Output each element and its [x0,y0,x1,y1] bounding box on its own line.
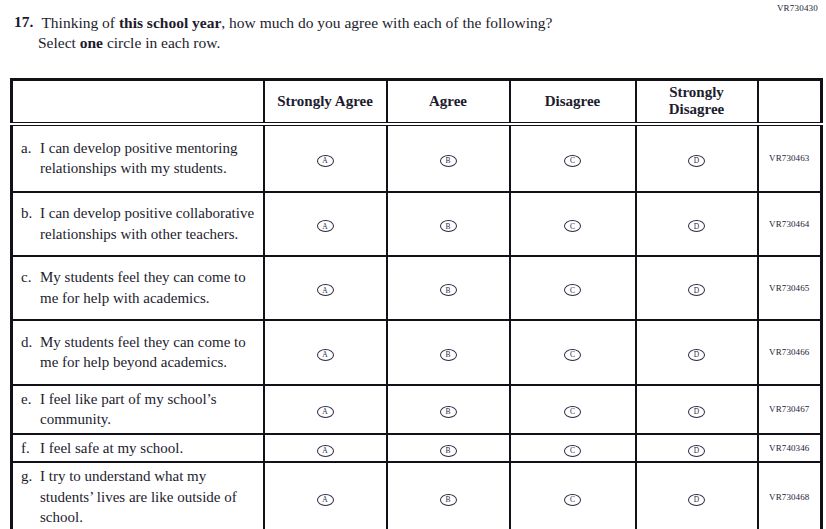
bubble-c-strongly-disagree[interactable]: D [688,284,705,296]
row-code-e: VR730467 [758,385,822,434]
bubble-c-strongly-agree[interactable]: A [317,284,334,296]
row-code-d: VR730466 [758,320,822,385]
question-block: 17. Thinking of this school year, how mu… [14,13,754,53]
question-text-part2: , how much do you agree with each of the… [221,14,552,31]
statement-text: I can develop positive collaborative rel… [40,203,259,244]
row-letter: d. [21,332,40,373]
header-statement-empty [12,80,264,124]
statement-text: I try to understand what my students’ li… [40,466,259,528]
table-row-g: g. I try to understand what my students’… [12,462,822,529]
bubble-b-disagree[interactable]: C [564,220,581,232]
question-text: Thinking of this school year, how much d… [41,13,552,33]
statement-f: f. I feel safe at my school. [21,438,259,459]
statement-text: I feel like part of my school’s communit… [40,389,259,430]
statement-text: I feel safe at my school. [40,438,259,459]
header-agree: Agree [387,80,510,124]
table-row-f: f. I feel safe at my school. A B C D VR7… [12,434,822,463]
row-code-c: VR730465 [758,256,822,320]
bubble-f-agree[interactable]: B [440,445,457,457]
row-letter: e. [21,389,40,430]
bubble-d-strongly-disagree[interactable]: D [688,349,705,361]
statement-text: I can develop positive mentoring relatio… [40,138,259,179]
bubble-f-strongly-disagree[interactable]: D [688,445,705,457]
statement-a: a. I can develop positive mentoring rela… [21,138,259,179]
bubble-c-disagree[interactable]: C [564,284,581,296]
header-strongly-disagree: Strongly Disagree [636,80,758,124]
statement-g: g. I try to understand what my students’… [21,466,259,528]
table-row-a: a. I can develop positive mentoring rela… [12,124,822,192]
bubble-e-agree[interactable]: B [440,406,457,418]
row-letter: a. [21,138,40,179]
bubble-e-strongly-disagree[interactable]: D [688,406,705,418]
instruction-bold: one [80,34,103,51]
question-text-part1: Thinking of [41,14,119,31]
header-code-empty [758,80,822,124]
bubble-c-agree[interactable]: B [440,284,457,296]
row-code-f: VR740346 [758,434,822,463]
row-letter: g. [21,466,40,528]
bubble-e-disagree[interactable]: C [564,406,581,418]
bubble-d-disagree[interactable]: C [564,349,581,361]
bubble-b-strongly-agree[interactable]: A [317,220,334,232]
bubble-g-agree[interactable]: B [440,494,457,506]
survey-page: VR730430 17. Thinking of this school yea… [0,0,826,529]
statement-text: My students feel they can come to me for… [40,332,259,373]
bubble-f-strongly-agree[interactable]: A [317,445,334,457]
instruction-part1: Select [38,34,80,51]
header-strongly-disagree-line1: Strongly [651,84,743,101]
table-header-row: Strongly Agree Agree Disagree Strongly D… [12,80,822,124]
header-strongly-disagree-line2: Disagree [651,101,743,118]
statement-c: c. My students feel they can come to me … [21,267,259,308]
bubble-b-strongly-disagree[interactable]: D [688,220,705,232]
table-row-c: c. My students feel they can come to me … [12,256,822,320]
row-code-a: VR730463 [758,124,822,192]
page-code: VR730430 [777,3,818,13]
row-code-g: VR730468 [758,462,822,529]
statement-d: d. My students feel they can come to me … [21,332,259,373]
bubble-a-strongly-disagree[interactable]: D [688,155,705,167]
table-row-b: b. I can develop positive collaborative … [12,192,822,256]
statement-text: My students feel they can come to me for… [40,267,259,308]
instruction-part2: circle in each row. [103,34,220,51]
table-row-e: e. I feel like part of my school’s commu… [12,385,822,434]
statement-b: b. I can develop positive collaborative … [21,203,259,244]
statement-e: e. I feel like part of my school’s commu… [21,389,259,430]
bubble-g-disagree[interactable]: C [564,494,581,506]
row-letter: f. [21,438,40,459]
bubble-g-strongly-agree[interactable]: A [317,494,334,506]
bubble-f-disagree[interactable]: C [564,445,581,457]
table-row-d: d. My students feel they can come to me … [12,320,822,385]
bubble-b-agree[interactable]: B [440,220,457,232]
header-disagree: Disagree [510,80,636,124]
bubble-a-disagree[interactable]: C [564,155,581,167]
bubble-e-strongly-agree[interactable]: A [317,406,334,418]
bubble-g-strongly-disagree[interactable]: D [688,494,705,506]
question-instruction: Select one circle in each row. [38,33,754,53]
bubble-d-agree[interactable]: B [440,349,457,361]
bubble-d-strongly-agree[interactable]: A [317,349,334,361]
row-code-b: VR730464 [758,192,822,256]
header-strongly-agree: Strongly Agree [264,80,387,124]
question-text-bold: this school year [119,14,221,31]
bubble-a-strongly-agree[interactable]: A [317,155,334,167]
row-letter: b. [21,203,40,244]
question-number: 17. [14,13,33,33]
agreement-table: Strongly Agree Agree Disagree Strongly D… [10,78,823,529]
bubble-a-agree[interactable]: B [440,155,457,167]
row-letter: c. [21,267,40,308]
